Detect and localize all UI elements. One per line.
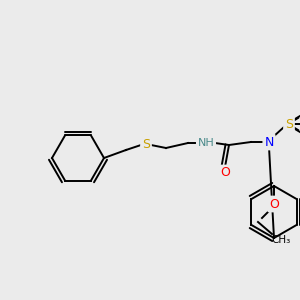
Text: O: O [220,167,230,179]
Text: NH: NH [198,138,214,148]
Text: CH₃: CH₃ [272,235,291,245]
Text: N: N [264,136,274,148]
Text: S: S [142,139,150,152]
Text: O: O [269,197,279,211]
Text: S: S [285,118,293,130]
